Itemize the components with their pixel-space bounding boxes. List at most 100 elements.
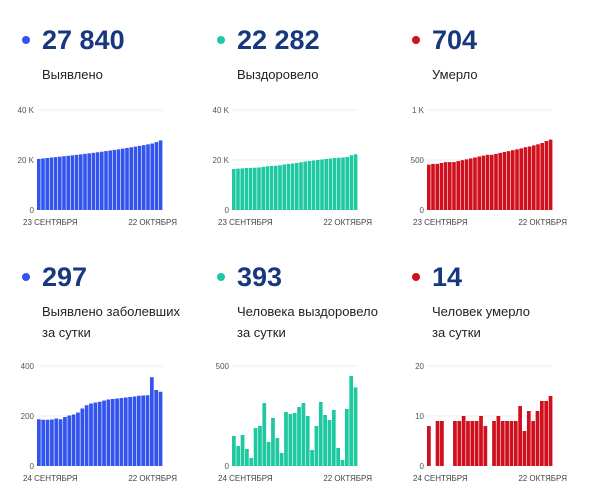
- bar: [341, 157, 345, 210]
- bar: [108, 150, 112, 210]
- bar: [324, 159, 328, 210]
- bar: [490, 154, 494, 210]
- bar: [110, 399, 115, 466]
- bar: [548, 139, 553, 210]
- bar: [483, 426, 488, 466]
- y-tick-label: 0: [420, 462, 425, 471]
- bar: [307, 161, 312, 210]
- bar: [349, 376, 354, 466]
- bar: [58, 156, 62, 210]
- bar: [87, 153, 91, 210]
- bar: [145, 395, 150, 466]
- bar: [527, 146, 532, 210]
- bar: [336, 448, 341, 466]
- bar: [353, 387, 358, 466]
- bar: [531, 421, 536, 466]
- bar: [519, 148, 523, 210]
- bar: [100, 151, 104, 210]
- bar: [128, 397, 132, 466]
- bar: [50, 419, 54, 466]
- stat-label: за сутки: [42, 325, 91, 340]
- bar: [95, 152, 100, 210]
- bar: [129, 147, 133, 210]
- bar: [502, 152, 507, 210]
- bar: [523, 147, 528, 210]
- x-end-label: 22 ОКТЯБРЯ: [128, 474, 177, 483]
- bar: [460, 160, 465, 210]
- bar: [323, 415, 327, 466]
- bar: [494, 153, 498, 210]
- bar: [498, 152, 502, 210]
- bar: [474, 421, 479, 466]
- bar: [427, 164, 431, 210]
- bar: [473, 157, 477, 210]
- bar: [115, 398, 119, 466]
- bar: [440, 421, 444, 466]
- bar: [116, 149, 121, 210]
- y-tick-label: 10: [415, 412, 424, 421]
- bar: [548, 396, 553, 466]
- y-tick-label: 0: [30, 462, 35, 471]
- x-end-label: 22 ОКТЯБРЯ: [128, 218, 177, 227]
- bar: [142, 145, 146, 210]
- bar: [509, 421, 514, 466]
- bar: [49, 157, 54, 210]
- bar: [158, 391, 163, 466]
- bullet-dot-icon: [217, 273, 225, 281]
- bar: [93, 402, 98, 466]
- bar: [154, 142, 159, 210]
- bar: [41, 158, 45, 210]
- bar: [500, 421, 505, 466]
- bar: [353, 154, 358, 210]
- bar: [331, 410, 336, 466]
- bar: [265, 166, 270, 210]
- bar: [244, 168, 249, 210]
- bar: [91, 152, 96, 210]
- bar: [37, 419, 41, 466]
- bar: [316, 160, 320, 210]
- bar: [67, 415, 72, 466]
- bar: [506, 151, 511, 210]
- bar: [522, 431, 527, 466]
- bar: [45, 158, 49, 210]
- bar: [262, 403, 267, 466]
- bar: [299, 162, 303, 210]
- y-tick-label: 500: [411, 156, 425, 165]
- bar: [286, 164, 291, 210]
- y-tick-label: 0: [225, 462, 230, 471]
- bar: [248, 167, 253, 211]
- bar: [240, 435, 245, 466]
- stat-value: 27 840: [42, 25, 125, 55]
- bar: [133, 146, 138, 210]
- bar: [66, 155, 70, 210]
- y-tick-label: 40 K: [18, 106, 35, 115]
- stat-label: Человек умерло: [432, 304, 530, 319]
- bar: [41, 419, 46, 466]
- bar: [74, 154, 79, 210]
- bar: [332, 158, 337, 210]
- bar: [481, 155, 486, 210]
- bar: [282, 164, 286, 210]
- stat-value: 297: [42, 262, 88, 292]
- stat-label: за сутки: [237, 325, 286, 340]
- bar: [452, 162, 456, 210]
- bar: [53, 157, 58, 210]
- x-end-label: 22 ОКТЯБРЯ: [518, 218, 567, 227]
- bar: [266, 442, 271, 466]
- bar: [540, 143, 544, 210]
- y-tick-label: 0: [225, 206, 230, 215]
- bar: [295, 163, 299, 210]
- bar: [443, 162, 448, 210]
- y-tick-label: 40 K: [213, 106, 230, 115]
- stat-value: 704: [432, 25, 478, 55]
- stat-label: Выявлено заболевших: [42, 304, 180, 319]
- x-end-label: 22 ОКТЯБРЯ: [323, 474, 372, 483]
- bar: [535, 411, 540, 466]
- bar: [83, 153, 87, 210]
- x-start-label: 24 СЕНТЯБРЯ: [218, 474, 273, 483]
- bar: [288, 414, 293, 466]
- bar: [532, 145, 536, 210]
- bar: [106, 399, 111, 466]
- bar: [526, 411, 531, 466]
- bar: [477, 156, 481, 210]
